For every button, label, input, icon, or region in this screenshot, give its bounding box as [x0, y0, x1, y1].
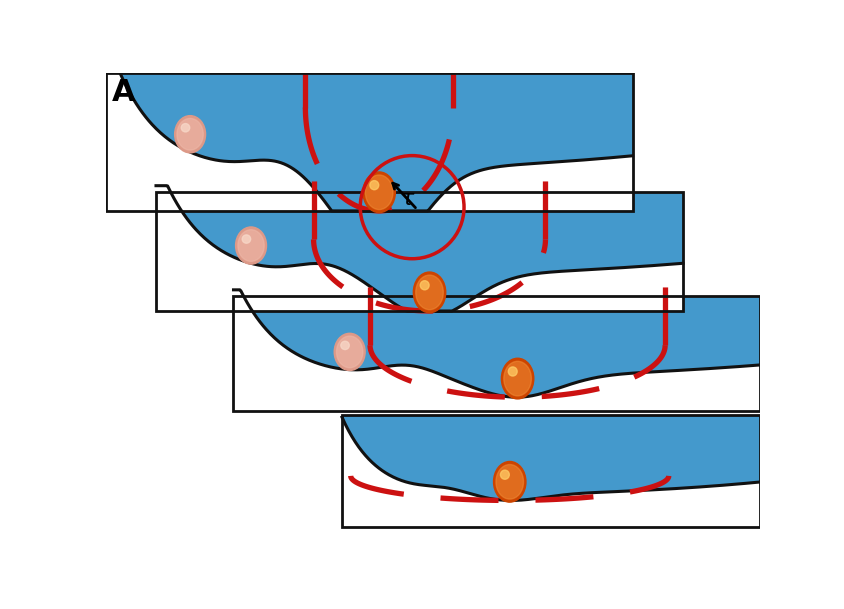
Bar: [156, 192, 682, 311]
Ellipse shape: [334, 333, 365, 370]
Polygon shape: [342, 417, 760, 527]
Ellipse shape: [370, 181, 378, 190]
Ellipse shape: [415, 275, 443, 309]
Ellipse shape: [500, 358, 533, 399]
Bar: [106, 73, 632, 211]
Ellipse shape: [419, 281, 429, 290]
Ellipse shape: [175, 116, 205, 153]
Ellipse shape: [242, 235, 251, 243]
Ellipse shape: [495, 465, 523, 499]
Bar: [342, 415, 760, 527]
Ellipse shape: [176, 118, 203, 150]
Text: A: A: [111, 79, 135, 107]
Ellipse shape: [503, 361, 531, 396]
Ellipse shape: [363, 172, 395, 213]
Ellipse shape: [500, 470, 509, 479]
Polygon shape: [106, 66, 632, 211]
Polygon shape: [233, 290, 760, 411]
Ellipse shape: [365, 175, 392, 209]
Bar: [233, 295, 760, 411]
Ellipse shape: [413, 272, 445, 312]
Ellipse shape: [508, 367, 517, 376]
Bar: [106, 73, 632, 211]
Ellipse shape: [181, 124, 190, 132]
Bar: [156, 192, 682, 311]
Ellipse shape: [340, 341, 349, 350]
Ellipse shape: [493, 462, 525, 502]
Bar: [233, 295, 760, 411]
Bar: [342, 415, 760, 527]
Ellipse shape: [238, 230, 264, 261]
Ellipse shape: [336, 336, 362, 368]
Text: τ: τ: [400, 189, 414, 209]
Ellipse shape: [235, 227, 266, 264]
Polygon shape: [156, 186, 682, 311]
